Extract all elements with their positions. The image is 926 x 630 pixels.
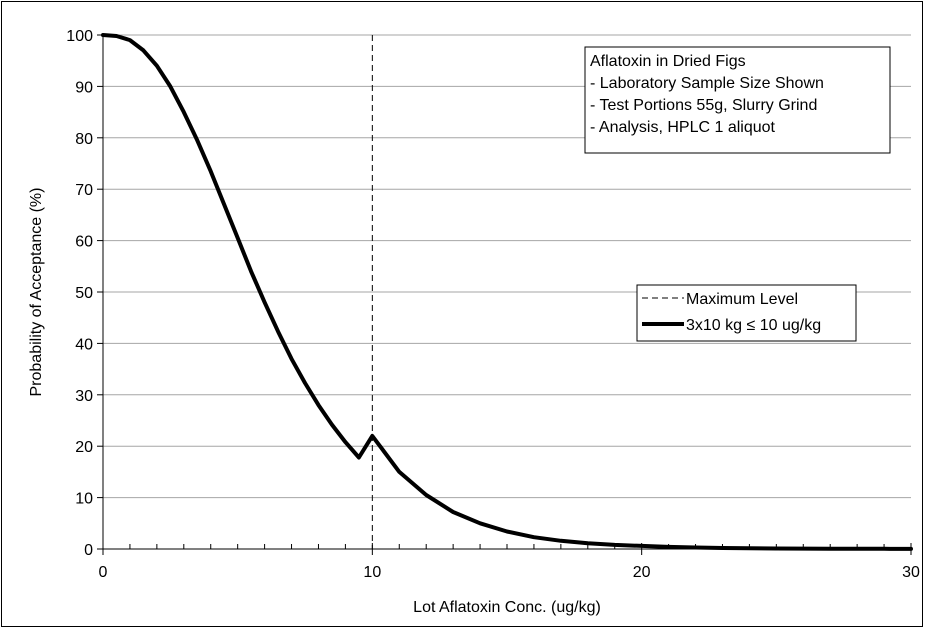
legend-border: [636, 284, 857, 342]
legend-label-max-level: Maximum Level: [686, 291, 798, 308]
x-tick-label-20: 20: [633, 564, 651, 581]
x-tick-labels: 0 10 20 30: [99, 564, 920, 581]
y-tick-label-40: 40: [75, 336, 93, 353]
annotation-box-border: [584, 46, 891, 154]
x-tick-label-30: 30: [902, 564, 920, 581]
y-tick-label-30: 30: [75, 388, 93, 405]
y-tick-label-70: 70: [75, 182, 93, 199]
x-tick-label-0: 0: [99, 564, 108, 581]
series-line-acceptance-curve: [101, 33, 913, 551]
y-tick-label-60: 60: [75, 234, 93, 251]
annotation-line-3: - Test Portions 55g, Slurry Grind: [590, 97, 817, 114]
y-tick-label-100: 100: [66, 28, 93, 45]
annotation-line-2: - Laboratory Sample Size Shown: [590, 75, 824, 92]
series-group: [101, 33, 913, 551]
y-tick-label-80: 80: [75, 131, 93, 148]
y-tick-label-20: 20: [75, 439, 93, 456]
y-tick-label-10: 10: [75, 491, 93, 508]
legend-label-series: 3x10 kg ≤ 10 ug/kg: [686, 317, 821, 334]
y-tick-labels: 0 10 20 30 40 50 60 70 80 90 100: [66, 28, 93, 559]
annotation-line-1: Aflatoxin in Dried Figs: [590, 53, 746, 70]
x-axis-title: Lot Aflatoxin Conc. (ug/kg): [413, 599, 601, 616]
y-tick-label-90: 90: [75, 79, 93, 96]
y-tick-label-0: 0: [84, 542, 93, 559]
annotation-box: Aflatoxin in Dried Figs - Laboratory Sam…: [584, 46, 891, 154]
y-tick-label-50: 50: [75, 285, 93, 302]
x-tick-label-10: 10: [363, 564, 381, 581]
annotation-line-4: - Analysis, HPLC 1 aliquot: [590, 119, 776, 136]
gridlines: [103, 34, 911, 499]
y-axis-title: Probability of Acceptance (%): [28, 188, 45, 397]
legend: Maximum Level 3x10 kg ≤ 10 ug/kg: [636, 284, 857, 342]
